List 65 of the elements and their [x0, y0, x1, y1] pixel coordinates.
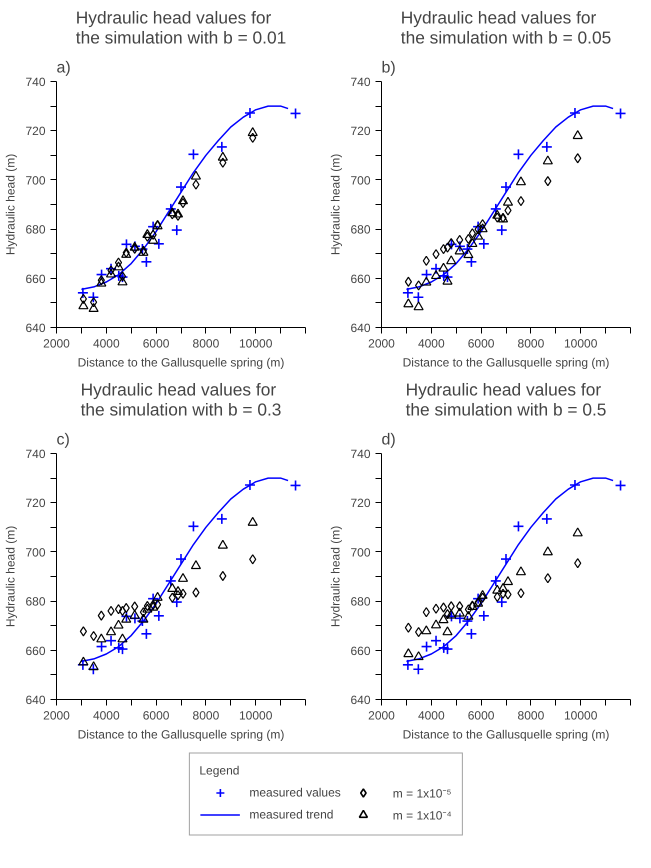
- y-tick-label: 680: [350, 594, 371, 609]
- x-tick-label: 6000: [468, 708, 495, 722]
- x-tick-label: 4000: [92, 708, 120, 722]
- y-tick-label: 700: [350, 173, 371, 188]
- chart-title: Hydraulic head values for the simulation with b = 0.3: [80, 380, 282, 420]
- x-axis-title: Distance to the Gallusquelle spring (m): [402, 356, 610, 370]
- x-tick-label: 8000: [192, 336, 220, 350]
- x-tick-label: 10000: [564, 708, 598, 722]
- y-axis-title: Hydraulic head (m): [3, 154, 18, 256]
- legend-label: measured trend: [249, 808, 334, 822]
- x-tick-label: 10000: [564, 336, 598, 350]
- x-tick-label: 2000: [43, 336, 70, 350]
- y-tick-label: 640: [25, 693, 46, 707]
- x-tick-label: 2000: [368, 336, 396, 350]
- chart-title: Hydraulic head values for the simulation with b = 0.5: [406, 380, 606, 420]
- x-axis-title: Distance to the Gallusquelle spring (m): [78, 728, 284, 742]
- x-tick-label: 10000: [239, 708, 273, 722]
- x-axis-title: Distance to the Gallusquelle spring (m): [402, 728, 610, 742]
- y-tick-label: 720: [350, 496, 371, 510]
- legend-label: measured values: [249, 786, 341, 800]
- y-tick-label: 740: [25, 447, 46, 461]
- y-tick-label: 700: [25, 545, 46, 560]
- x-axis-title: Distance to the Gallusquelle spring (m): [78, 356, 284, 370]
- y-tick-label: 660: [25, 644, 46, 658]
- y-tick-label: 680: [25, 222, 46, 237]
- text: d): [382, 432, 396, 448]
- chart-title: Hydraulic head values for the simulation with b = 0.01: [76, 8, 286, 48]
- y-axis-title: Hydraulic head (m): [3, 526, 18, 628]
- y-tick-label: 700: [350, 545, 371, 560]
- y-tick-label: 720: [350, 124, 371, 138]
- legend-title: Legend: [199, 764, 240, 778]
- y-tick-label: 700: [25, 173, 46, 188]
- y-tick-label: 740: [350, 447, 371, 461]
- x-tick-label: 6000: [468, 336, 495, 350]
- y-tick-label: 660: [350, 644, 371, 658]
- text: a): [56, 60, 71, 76]
- x-tick-label: 8000: [518, 708, 545, 722]
- y-tick-label: 740: [25, 75, 46, 89]
- y-tick-label: 640: [25, 321, 46, 335]
- x-tick-label: 4000: [418, 708, 445, 722]
- chart-title: Hydraulic head values for the simulation with b = 0.05: [400, 8, 612, 48]
- y-tick-label: 640: [350, 693, 371, 707]
- y-axis-title: Hydraulic head (m): [328, 154, 342, 256]
- x-tick-label: 6000: [142, 336, 170, 350]
- text: b): [382, 60, 396, 76]
- x-tick-label: 4000: [418, 336, 445, 350]
- legend-label: m = 1x10⁻⁵: [392, 785, 452, 801]
- legend-label: m = 1x10⁻⁴: [392, 807, 452, 823]
- y-tick-label: 680: [25, 594, 46, 609]
- y-tick-label: 680: [350, 222, 371, 237]
- y-axis-title: Hydraulic head (m): [328, 526, 342, 628]
- text: c): [56, 432, 70, 448]
- y-tick-label: 720: [25, 124, 46, 138]
- x-tick-label: 10000: [239, 336, 273, 350]
- y-tick-label: 740: [350, 75, 371, 89]
- y-tick-label: 640: [350, 321, 371, 335]
- x-tick-label: 8000: [518, 336, 545, 350]
- x-tick-label: 8000: [192, 708, 220, 722]
- y-tick-label: 720: [25, 496, 46, 510]
- x-tick-label: 4000: [92, 336, 120, 350]
- x-tick-label: 6000: [142, 708, 170, 722]
- y-tick-label: 660: [350, 272, 371, 286]
- y-tick-label: 660: [25, 272, 46, 286]
- x-tick-label: 2000: [43, 708, 70, 722]
- x-tick-label: 2000: [368, 708, 396, 722]
